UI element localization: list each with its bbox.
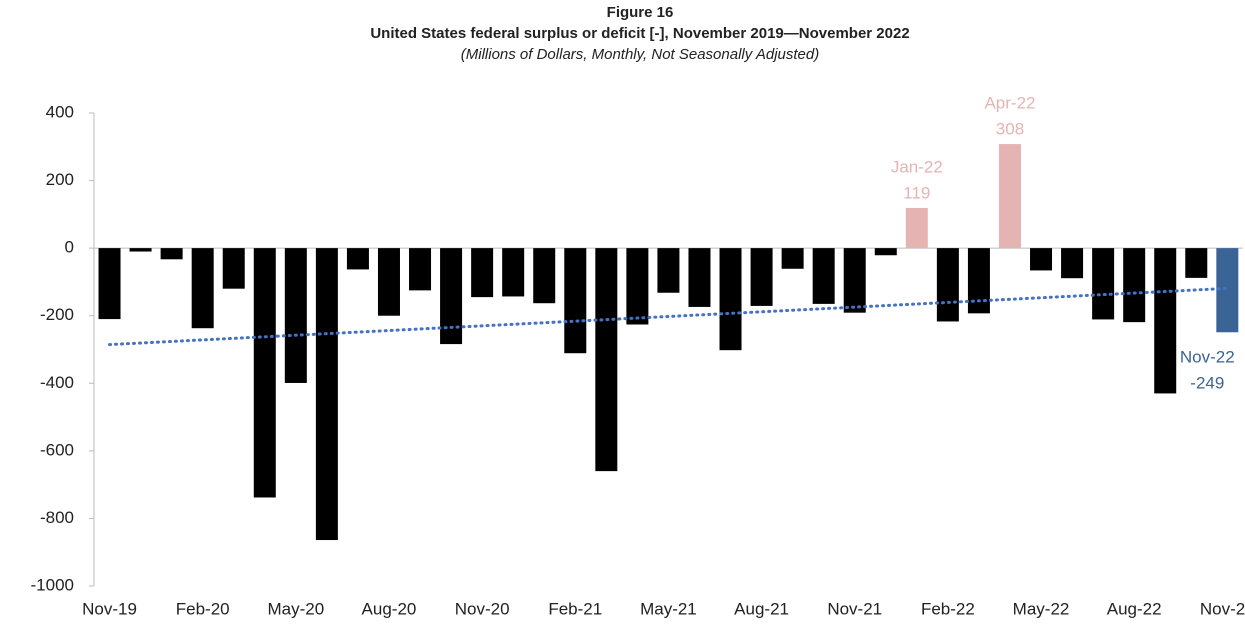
- y-tick-label: -200: [40, 305, 74, 324]
- x-tick-label: Aug-21: [734, 599, 789, 618]
- bar: [874, 248, 897, 256]
- x-tick-label: Feb-22: [921, 599, 975, 618]
- bar: [750, 248, 773, 306]
- x-tick-label: May-21: [640, 599, 697, 618]
- x-tick-label: Aug-20: [362, 599, 417, 618]
- bar: [533, 248, 556, 304]
- bar: [222, 248, 245, 289]
- x-tick-label: May-20: [267, 599, 324, 618]
- bar: [502, 248, 525, 297]
- trend-line: [108, 286, 1229, 347]
- annotation-label: Nov-22: [1180, 348, 1235, 367]
- bar: [1185, 248, 1208, 278]
- bar: [781, 248, 804, 269]
- bar: [564, 248, 587, 354]
- bar: [346, 248, 369, 270]
- chart-title: Figure 16: [607, 4, 674, 21]
- bar: [905, 207, 928, 249]
- bar: [284, 248, 307, 383]
- bar: [1123, 248, 1146, 323]
- x-tick-label: Feb-21: [548, 599, 602, 618]
- bar: [253, 248, 276, 498]
- bar: [191, 248, 214, 329]
- bar: [1154, 248, 1177, 394]
- x-tick-label: Aug-22: [1107, 599, 1162, 618]
- bar: [967, 248, 990, 314]
- bar: [1030, 248, 1053, 271]
- y-tick-label: -600: [40, 440, 74, 459]
- bar: [409, 248, 432, 291]
- bar: [843, 248, 866, 313]
- bar: [471, 248, 494, 298]
- bar: [315, 248, 338, 541]
- bar: [377, 248, 400, 316]
- bar: [1216, 248, 1239, 333]
- x-tick-label: Nov-19: [82, 599, 137, 618]
- annotation-label: Apr-22: [984, 94, 1035, 113]
- bar: [719, 248, 742, 351]
- bar: [1061, 248, 1084, 279]
- bar: [626, 248, 649, 325]
- data-label: 119: [903, 183, 930, 202]
- chart-note: (Millions of Dollars, Monthly, Not Seaso…: [461, 46, 819, 63]
- bar: [98, 248, 121, 320]
- data-label: 308: [996, 120, 1024, 139]
- x-tick-label: Nov-20: [455, 599, 510, 618]
- bar: [595, 248, 618, 472]
- bar: [998, 144, 1021, 249]
- bar: [160, 248, 183, 260]
- data-label: -249: [1190, 374, 1224, 393]
- bar: [129, 248, 152, 252]
- bar: [688, 248, 711, 307]
- annotation-label: Jan-22: [891, 157, 943, 176]
- x-tick-label: May-22: [1013, 599, 1070, 618]
- y-tick-label: 0: [65, 238, 74, 257]
- x-tick-label: Nov-22: [1200, 599, 1245, 618]
- bar: [812, 248, 835, 304]
- chart-subtitle: United States federal surplus or deficit…: [370, 25, 909, 42]
- x-tick-label: Nov-21: [827, 599, 882, 618]
- bar: [657, 248, 680, 293]
- y-tick-label: -800: [40, 508, 74, 527]
- y-tick-label: -400: [40, 373, 74, 392]
- y-tick-label: 200: [46, 170, 74, 189]
- y-tick-label: -1000: [31, 575, 74, 594]
- y-tick-label: 400: [46, 102, 74, 121]
- bar: [936, 248, 959, 322]
- bar: [440, 248, 463, 345]
- bar: [1092, 248, 1115, 320]
- x-tick-label: Feb-20: [176, 599, 230, 618]
